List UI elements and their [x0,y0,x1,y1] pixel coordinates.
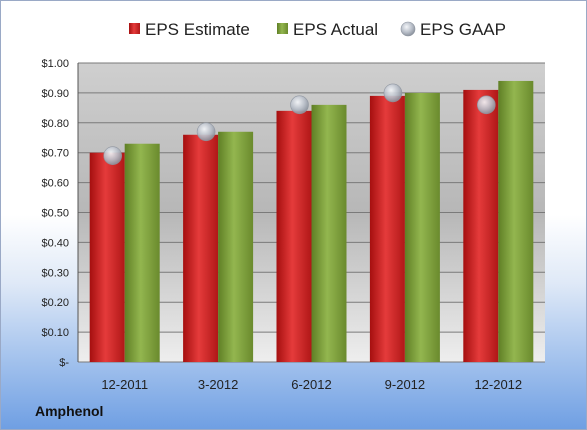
legend-swatch-gaap [400,21,416,37]
legend-item-eps-estimate: EPS Estimate [129,20,250,39]
y-tick-label: $0.60 [41,178,69,190]
marker-eps-gaap [196,122,216,142]
bar-eps-actual [218,131,254,362]
marker-eps-gaap [383,83,403,103]
bars [89,80,534,363]
y-tick-label: $0.20 [41,297,69,309]
legend-label-estimate: EPS Estimate [145,20,250,39]
legend-swatch-estimate [129,23,140,34]
bar-eps-estimate [369,95,405,362]
gaap-markers [103,83,496,165]
x-tick-label: 6-2012 [291,377,331,392]
legend-label-actual: EPS Actual [293,20,378,39]
bar-eps-actual [404,92,440,363]
x-tick-label: 12-2011 [101,377,148,392]
x-tick-label: 12-2012 [474,377,522,392]
bar-eps-actual [498,80,534,362]
y-tick-label: $0.10 [41,327,69,339]
bar-eps-estimate [463,89,499,362]
bar-eps-estimate [276,110,312,362]
legend-item-eps-actual: EPS Actual [277,20,378,39]
y-tick-label: $1.00 [41,58,69,70]
marker-eps-gaap [476,95,496,115]
y-tick-label: $0.30 [41,267,69,279]
legend: EPS Estimate EPS Actual EPS GAAP [129,20,506,39]
bar-eps-actual [124,143,160,362]
x-axis-labels: 12-2011 3-2012 6-2012 9-2012 12-2012 [101,377,522,392]
legend-label-gaap: EPS GAAP [420,20,506,39]
marker-eps-gaap [290,95,309,115]
bar-eps-estimate [183,134,219,362]
y-tick-label: $0.50 [41,208,69,220]
y-tick-label: $0.70 [41,148,69,160]
bar-eps-actual [311,104,347,363]
bar-eps-estimate [89,152,125,362]
legend-item-eps-gaap: EPS GAAP [400,20,506,39]
company-name: Amphenol [35,403,104,419]
y-tick-label: $0.80 [41,118,69,130]
x-tick-label: 9-2012 [385,377,425,392]
x-tick-label: 3-2012 [198,377,238,392]
legend-swatch-actual [277,23,288,34]
y-tick-label: $- [59,357,69,369]
y-axis-labels: $- $0.10 $0.20 $0.30 $0.40 $0.50 $0.60 $0.70 $0.… [41,58,69,369]
y-tick-label: $0.40 [41,237,69,249]
y-tick-label: $0.90 [41,88,69,100]
marker-eps-gaap [103,146,122,165]
